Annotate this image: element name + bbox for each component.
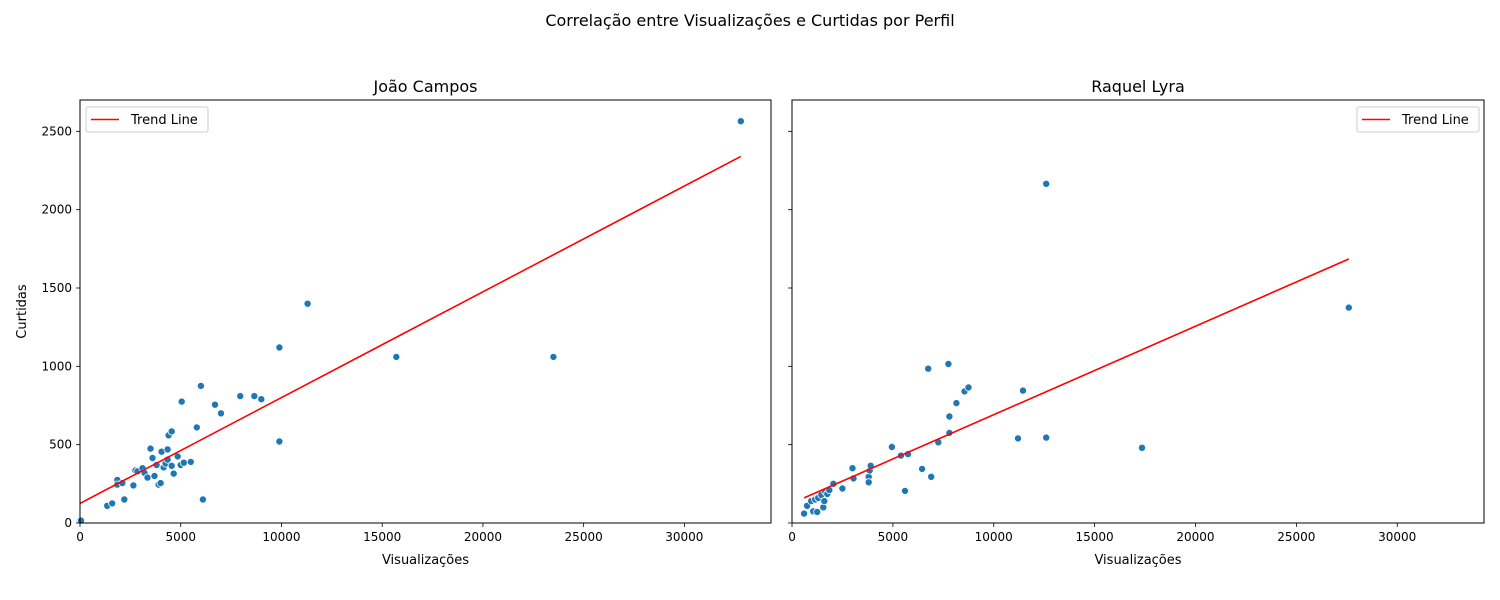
data-point	[800, 509, 809, 518]
x-tick-label: 5000	[165, 530, 196, 544]
x-tick-label: 25000	[565, 530, 603, 544]
data-point	[148, 453, 157, 462]
data-point	[848, 464, 857, 473]
trend-line	[803, 258, 1350, 499]
scatter-panel-raquel-lyra: Raquel Lyra 0 5000 10000 15000 20000 25000 300…	[788, 77, 1485, 568]
data-point	[924, 364, 933, 373]
x-tick-label: 10000	[975, 530, 1013, 544]
data-point	[210, 400, 219, 409]
axes-frame	[791, 99, 1485, 524]
panel-title: Raquel Lyra	[1091, 77, 1185, 96]
x-tick-label: 30000	[665, 530, 703, 544]
legend-box	[1356, 106, 1480, 133]
data-point	[927, 472, 936, 481]
data-point	[1013, 434, 1022, 443]
x-tick-label: 25000	[1277, 530, 1315, 544]
y-tick-label: 1500	[41, 281, 72, 295]
data-point	[177, 397, 186, 406]
data-point	[901, 486, 910, 495]
axes-frame	[79, 99, 772, 524]
data-point	[1137, 443, 1146, 452]
trend-line	[79, 155, 742, 505]
data-point	[169, 469, 178, 478]
data-point	[186, 457, 195, 466]
x-tick-label: 20000	[464, 530, 502, 544]
data-point	[192, 423, 201, 432]
data-point	[156, 479, 165, 488]
data-point	[236, 392, 245, 401]
panel-title: João Campos	[372, 77, 477, 96]
x-tick-label: 20000	[1176, 530, 1214, 544]
plot-area	[800, 179, 1353, 518]
x-tick-label: 15000	[363, 530, 401, 544]
x-axis-label: Visualizações	[1094, 553, 1181, 568]
data-point	[275, 437, 284, 446]
scatter-panel-joao-campos: João Campos 0 5000 10000 15000 20000 25000 300…	[15, 77, 772, 568]
data-point	[167, 461, 176, 470]
x-tick-label: 15000	[1076, 530, 1114, 544]
x-axis: 0 5000 10000 15000 20000 25000 30000	[788, 523, 1416, 544]
data-point	[820, 497, 829, 506]
legend-entry-trend-line: Trend Line	[1401, 113, 1469, 128]
legend-box	[85, 106, 209, 133]
data-point	[143, 473, 152, 482]
data-point	[945, 412, 954, 421]
data-point	[1042, 433, 1051, 442]
data-point	[167, 427, 176, 436]
data-point	[944, 359, 953, 368]
data-point	[150, 471, 159, 480]
data-point	[964, 383, 973, 392]
data-point	[303, 299, 312, 308]
data-point	[864, 478, 873, 487]
data-point	[1042, 179, 1051, 188]
y-tick-label: 0	[64, 516, 72, 530]
data-point	[77, 516, 85, 525]
data-point	[129, 481, 138, 490]
data-point	[736, 117, 745, 126]
data-point	[108, 499, 117, 508]
x-tick-label: 30000	[1378, 530, 1416, 544]
x-tick-label: 10000	[262, 530, 300, 544]
data-point	[813, 507, 822, 516]
x-tick-label: 0	[76, 530, 84, 544]
data-point	[392, 352, 401, 361]
y-axis: 0 500 1000 1500 2000 2500	[41, 124, 80, 530]
data-point	[275, 343, 284, 352]
y-tick-label: 1000	[41, 359, 72, 373]
data-point	[216, 409, 225, 418]
x-axis: 0 5000 10000 15000 20000 25000 30000	[76, 523, 703, 544]
x-tick-label: 5000	[878, 530, 909, 544]
data-point	[146, 444, 155, 453]
data-point	[1018, 386, 1027, 395]
data-point	[918, 464, 927, 473]
y-axis-label: Curtidas	[15, 284, 30, 339]
y-tick-label: 2500	[41, 124, 72, 138]
data-point	[838, 484, 847, 493]
data-point	[952, 399, 961, 408]
legend-entry-trend-line: Trend Line	[130, 113, 198, 128]
y-tick-label: 500	[49, 438, 72, 452]
y-axis	[788, 130, 792, 524]
data-point	[163, 445, 172, 454]
data-point	[549, 352, 558, 361]
plot-area	[76, 117, 745, 525]
y-tick-label: 2000	[41, 203, 72, 217]
data-point	[1344, 303, 1353, 312]
legend: Trend Line	[85, 106, 209, 133]
data-point	[887, 442, 896, 451]
data-point	[179, 458, 188, 467]
data-point	[250, 392, 259, 401]
data-point	[120, 495, 129, 504]
data-point	[257, 395, 266, 404]
x-tick-label: 0	[788, 530, 796, 544]
x-axis-label: Visualizações	[382, 553, 469, 568]
data-point	[196, 381, 205, 390]
legend: Trend Line	[1356, 106, 1480, 133]
figure-suptitle: Correlação entre Visualizações e Curtida…	[545, 11, 954, 30]
data-point	[198, 495, 207, 504]
